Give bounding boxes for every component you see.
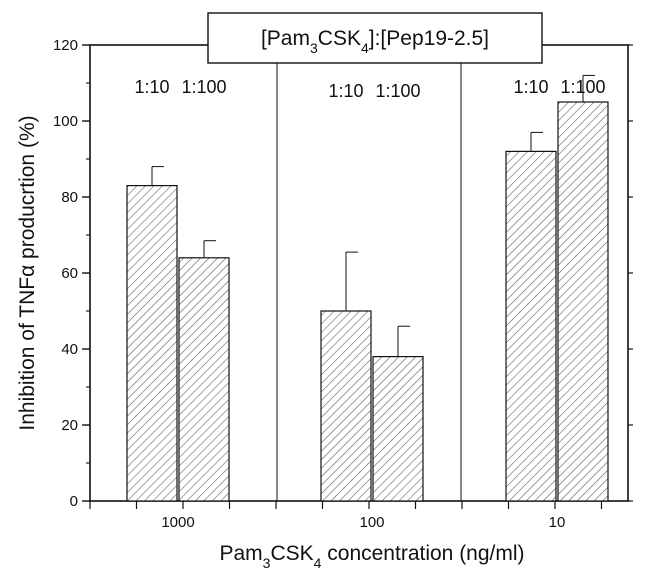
bar-10-1-10 <box>505 150 557 502</box>
bar-100-1-100 <box>372 356 424 502</box>
y-tick-label: 0 <box>70 493 78 510</box>
ratio-label: 1:10 <box>513 77 548 97</box>
ratio-label: 1:100 <box>560 77 605 97</box>
x-tick-label: 1000 <box>161 514 194 531</box>
x-tick-label: 10 <box>549 514 566 531</box>
legend-box <box>207 12 543 64</box>
x-tick-label: 100 <box>359 514 384 531</box>
ratio-label: 1:10 <box>134 77 169 97</box>
y-axis-title: Inhibition of TNFα producrtion (%) <box>16 115 39 430</box>
bar-1000-1-100 <box>178 257 230 502</box>
ratio-label: 1:100 <box>375 81 420 101</box>
legend-text: [Pam3CSK4]:[Pep19-2.5] <box>261 27 489 56</box>
ratio-label: 1:100 <box>181 77 226 97</box>
ratio-label: 1:10 <box>328 81 363 101</box>
y-tick-label: 120 <box>53 37 78 54</box>
x-axis-title: Pam3CSK4 concentration (ng/ml) <box>219 542 524 571</box>
y-tick-label: 80 <box>61 189 78 206</box>
y-tick-label: 100 <box>53 113 78 130</box>
bar-100-1-10 <box>320 310 372 502</box>
bar-1000-1-10 <box>126 185 178 502</box>
y-tick-label: 20 <box>61 417 78 434</box>
y-tick-label: 60 <box>61 265 78 282</box>
y-tick-label: 40 <box>61 341 78 358</box>
bar-10-1-100 <box>557 101 609 502</box>
